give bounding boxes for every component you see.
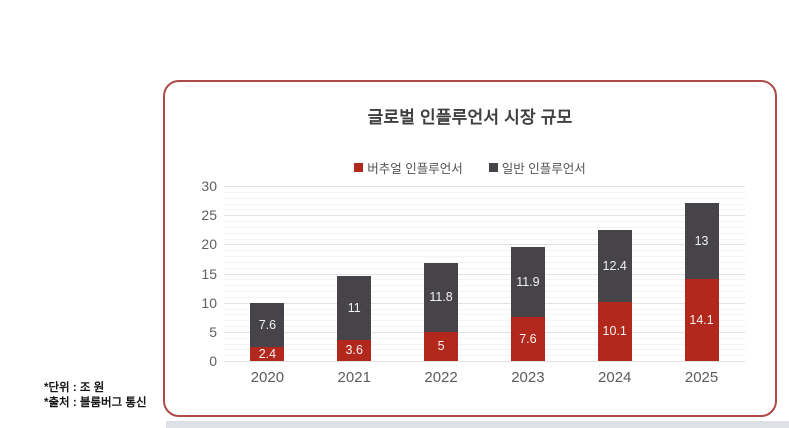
legend-label-general-influencer: 일반 인플루언서 bbox=[501, 162, 586, 176]
x-tick-label: 2022 bbox=[424, 369, 458, 386]
legend-label-virtual-influencer: 버추얼 인플루언서 bbox=[367, 162, 463, 176]
bar-segment-virtual: 14.1 bbox=[684, 278, 719, 361]
bar-value-label: 10.1 bbox=[602, 324, 627, 339]
gridline-minor bbox=[224, 250, 745, 252]
x-axis: 2020 2021 2022 2023 2024 2025 bbox=[224, 369, 745, 386]
gridline-minor bbox=[224, 314, 745, 316]
gridline-minor bbox=[224, 279, 745, 281]
bar-value-label: 12.4 bbox=[602, 258, 627, 273]
gridline-minor bbox=[224, 355, 745, 357]
y-tick-label: 20 bbox=[201, 236, 217, 253]
stacked-bar-2024: 12.4 10.1 bbox=[597, 229, 632, 361]
gridline-major bbox=[224, 302, 745, 304]
bar-column-2023: 11.9 7.6 bbox=[484, 186, 571, 361]
gridline-minor bbox=[224, 261, 745, 263]
bar-segment-general: 7.6 bbox=[250, 302, 285, 347]
legend-swatch-general-icon bbox=[488, 163, 498, 172]
x-tick-label: 2023 bbox=[511, 369, 545, 386]
legend-swatch-virtual-icon bbox=[354, 163, 364, 172]
footnote-unit: *단위 : 조 원 bbox=[44, 382, 105, 394]
gridline-minor bbox=[224, 320, 745, 322]
bar-segment-virtual: 3.6 bbox=[337, 340, 372, 361]
gridline-minor bbox=[224, 191, 745, 193]
bar-value-label: 7.6 bbox=[258, 317, 277, 332]
gridline-minor bbox=[224, 308, 745, 310]
gridline-major bbox=[224, 273, 745, 275]
gridline-major bbox=[224, 186, 745, 187]
y-tick-label: 30 bbox=[201, 178, 217, 194]
bar-segment-virtual: 7.6 bbox=[510, 316, 545, 361]
bars: 7.6 2.4 11 3.6 11.8 5 11.9 7.6 12.4 10.1 13 14.1 bbox=[224, 186, 745, 361]
gridline-major bbox=[224, 361, 745, 362]
footnotes: *단위 : 조 원 *출처 : 블룸버그 통신 bbox=[44, 381, 147, 411]
stacked-bar-2022: 11.8 5 bbox=[424, 263, 459, 361]
y-tick-label: 0 bbox=[209, 353, 217, 369]
gridline-minor bbox=[224, 256, 745, 257]
page-bottom-strip bbox=[166, 421, 789, 428]
bar-value-label: 14.1 bbox=[689, 312, 714, 327]
footnote-source: *출처 : 블룸버그 통신 bbox=[44, 397, 147, 409]
y-tick-label: 5 bbox=[209, 323, 217, 340]
gridline-minor bbox=[224, 296, 745, 298]
gridline-minor bbox=[224, 226, 745, 228]
bar-value-label: 11 bbox=[347, 300, 361, 315]
stacked-bar-2025: 13 14.1 bbox=[684, 202, 719, 361]
bar-segment-virtual: 10.1 bbox=[597, 302, 632, 361]
gridline-minor bbox=[224, 337, 745, 339]
chart-card: 글로벌 인플루언서 시장 규모 버추얼 인플루언서 일반 인플루언서 0 5 10 1… bbox=[163, 80, 777, 417]
stacked-bar-2023: 11.9 7.6 bbox=[510, 247, 545, 361]
x-tick-label: 2024 bbox=[598, 369, 632, 386]
bar-value-label: 11.9 bbox=[516, 274, 540, 289]
bar-segment-general: 13 bbox=[684, 202, 719, 279]
bar-segment-virtual: 5 bbox=[424, 331, 459, 361]
stacked-bar-2021: 11 3.6 bbox=[337, 275, 372, 361]
gridline-minor bbox=[224, 238, 745, 240]
bar-column-2021: 11 3.6 bbox=[311, 186, 398, 361]
chart-title: 글로벌 인플루언서 시장 규모 bbox=[367, 108, 573, 127]
bar-value-label: 2.4 bbox=[258, 346, 277, 361]
y-axis: 0 5 10 15 20 25 30 bbox=[173, 178, 217, 369]
plot-area: 7.6 2.4 11 3.6 11.8 5 11.9 7.6 12.4 10.1 13 14.1 bbox=[224, 186, 745, 362]
bar-value-label: 7.6 bbox=[519, 331, 537, 346]
gridline-minor bbox=[224, 285, 745, 287]
legend-item-general-influencer: 일반 인플루언서 bbox=[488, 158, 586, 177]
gridline-major bbox=[224, 331, 745, 333]
bar-segment-virtual: 2.4 bbox=[250, 346, 285, 361]
bar-segment-general: 11.9 bbox=[510, 247, 545, 317]
gridline-minor bbox=[224, 221, 745, 222]
x-tick-label: 2021 bbox=[337, 369, 371, 386]
x-tick-label: 2020 bbox=[250, 369, 285, 386]
stacked-bar-2020: 7.6 2.4 bbox=[250, 302, 285, 361]
gridline-minor bbox=[224, 209, 745, 211]
gridline-minor bbox=[224, 349, 745, 351]
bar-value-label: 13 bbox=[694, 233, 709, 248]
bar-segment-general: 11.8 bbox=[424, 263, 459, 332]
bar-value-label: 3.6 bbox=[345, 343, 363, 358]
gridline-major bbox=[224, 215, 745, 217]
gridline-minor bbox=[224, 291, 745, 292]
y-tick-label: 15 bbox=[201, 265, 217, 282]
bar-column-2020: 7.6 2.4 bbox=[224, 186, 311, 361]
gridline-minor bbox=[224, 326, 745, 327]
bar-column-2025: 13 14.1 bbox=[658, 186, 745, 361]
bar-segment-general: 11 bbox=[337, 275, 372, 340]
gridline-minor bbox=[224, 203, 745, 205]
bar-value-label: 11.8 bbox=[429, 290, 453, 305]
y-tick-label: 25 bbox=[201, 207, 217, 224]
gridline-minor bbox=[224, 232, 745, 234]
gridline-minor bbox=[224, 343, 745, 345]
bar-segment-general: 12.4 bbox=[597, 229, 632, 303]
bar-column-2024: 12.4 10.1 bbox=[571, 186, 658, 361]
legend-item-virtual-influencer: 버추얼 인플루언서 bbox=[354, 158, 463, 177]
bar-value-label: 5 bbox=[437, 339, 445, 354]
x-tick-label: 2025 bbox=[684, 369, 719, 386]
gridline-minor bbox=[224, 267, 745, 269]
gridline-minor bbox=[224, 197, 745, 199]
gridline-major bbox=[224, 244, 745, 246]
chart-legend: 버추얼 인플루언서 일반 인플루언서 bbox=[165, 158, 775, 177]
y-tick-label: 10 bbox=[201, 294, 217, 311]
bar-column-2022: 11.8 5 bbox=[398, 186, 485, 361]
